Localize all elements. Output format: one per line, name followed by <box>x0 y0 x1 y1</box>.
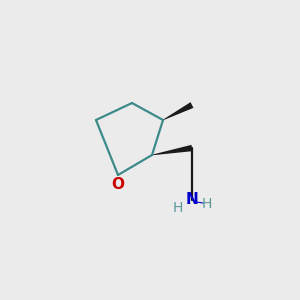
Polygon shape <box>163 102 194 120</box>
Text: N: N <box>186 193 198 208</box>
Text: H: H <box>173 201 183 215</box>
Text: O: O <box>112 177 124 192</box>
Polygon shape <box>152 145 193 155</box>
Text: H: H <box>202 197 212 211</box>
